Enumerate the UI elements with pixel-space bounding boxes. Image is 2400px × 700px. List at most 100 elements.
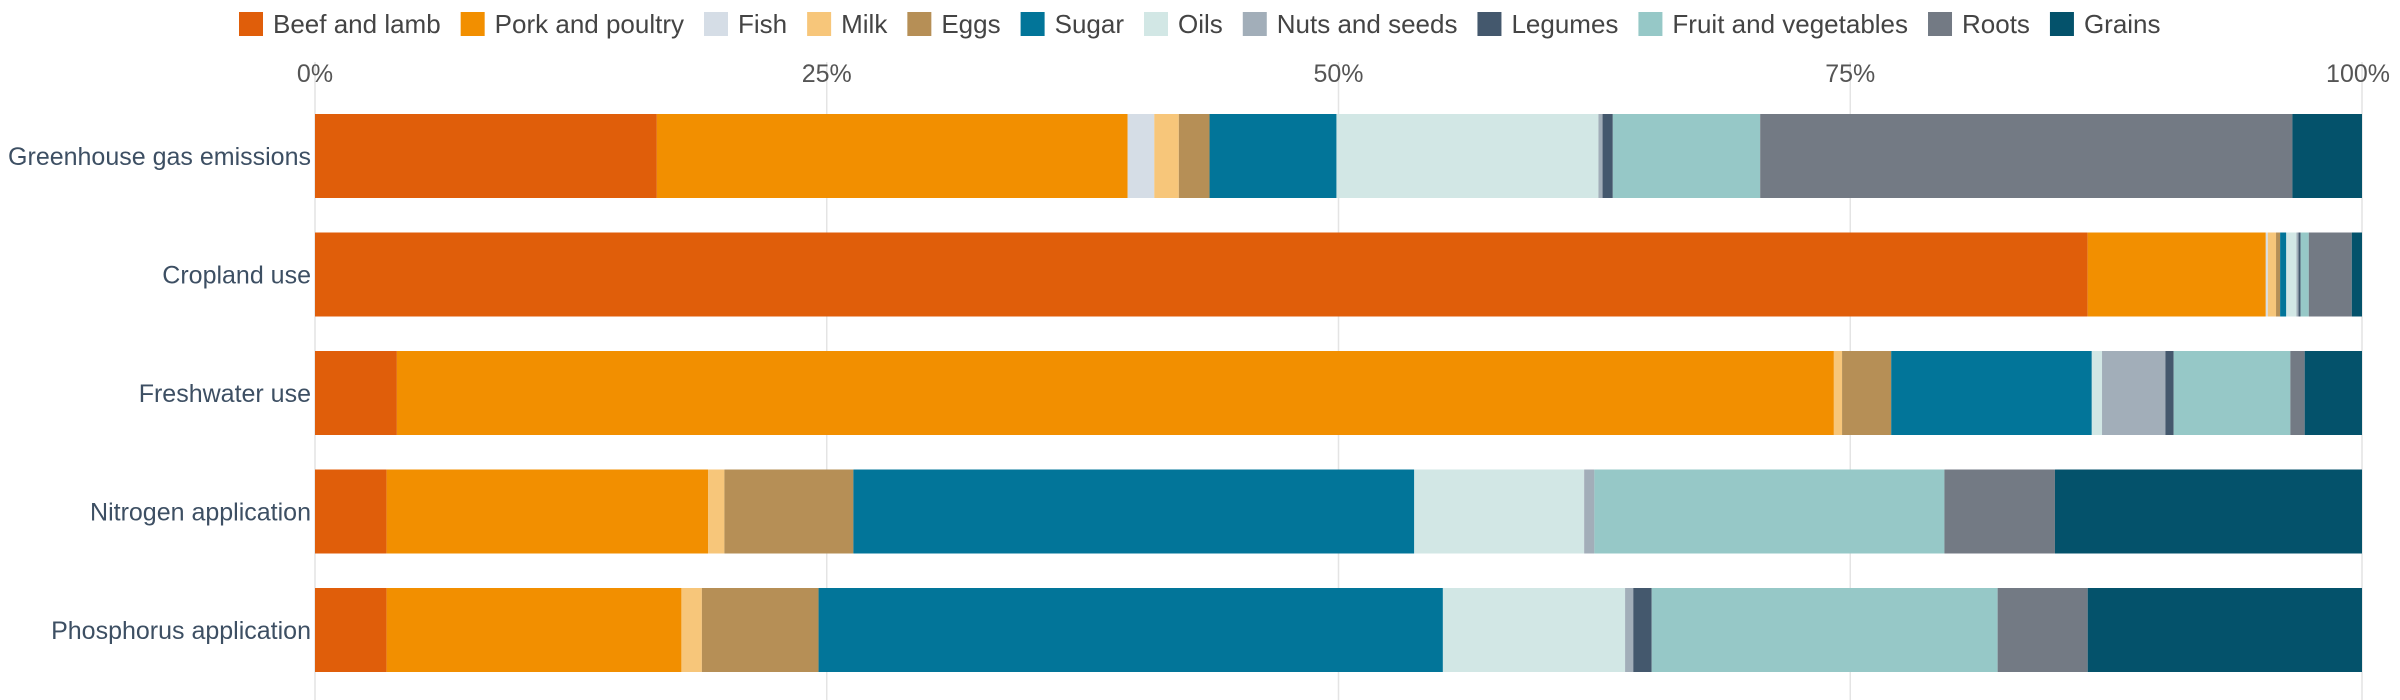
- x-tick-label-50: 50%: [1313, 60, 1363, 88]
- category-label-cropland-use: Cropland use: [162, 262, 311, 290]
- bar-segment-phosphorus-application-beef-and-lamb: [315, 588, 387, 672]
- legend-swatch-milk: [807, 12, 832, 36]
- legend-swatch-eggs: [907, 12, 932, 36]
- bar-segment-phosphorus-application-eggs: [701, 588, 819, 672]
- bar-segment-greenhouse-gas-emissions-fruit-and-vegetables: [1612, 114, 1761, 198]
- bar-segment-cropland-use-roots: [2308, 232, 2352, 317]
- legend-swatch-fish: [704, 12, 728, 36]
- category-label-greenhouse-gas-emissions: Greenhouse gas emissions: [8, 143, 311, 171]
- bar-segment-greenhouse-gas-emissions-beef-and-lamb: [315, 114, 657, 198]
- bar-segment-phosphorus-application-milk: [681, 588, 702, 672]
- bar-segment-greenhouse-gas-emissions-roots: [1760, 114, 2293, 198]
- bar-segment-cropland-use-beef-and-lamb: [315, 232, 2088, 317]
- bar-segment-nitrogen-application-roots: [1944, 469, 2055, 554]
- bar-segment-greenhouse-gas-emissions-nuts-and-seeds: [1598, 114, 1603, 198]
- bar-segment-nitrogen-application-milk: [708, 469, 725, 554]
- bar-segment-cropland-use-oils: [2286, 232, 2297, 317]
- legend-swatch-pork-and-poultry: [460, 12, 485, 36]
- bar-segment-phosphorus-application-oils: [1442, 588, 1626, 672]
- legend-swatch-sugar: [1020, 12, 1045, 36]
- bar-segment-phosphorus-application-fruit-and-vegetables: [1651, 588, 1998, 672]
- bar-segment-freshwater-use-legumes: [2165, 351, 2174, 435]
- bar-segment-freshwater-use-fruit-and-vegetables: [2173, 351, 2291, 435]
- legend-item-grains: Grains: [2049, 9, 2161, 39]
- legend-label-eggs: Eggs: [941, 9, 1000, 39]
- bar-segment-greenhouse-gas-emissions-grains: [2292, 114, 2362, 198]
- bar-segment-phosphorus-application-grains: [2087, 588, 2362, 672]
- legend-label-fruit-and-vegetables: Fruit and vegetables: [1672, 9, 1908, 39]
- legend-swatch-roots: [1928, 12, 1953, 36]
- x-tick-label-75: 75%: [1825, 60, 1875, 88]
- legend-item-oils: Oils: [1144, 9, 1223, 39]
- bar-segment-nitrogen-application-fruit-and-vegetables: [1594, 469, 1945, 554]
- bar-segment-nitrogen-application-beef-and-lamb: [315, 469, 387, 554]
- bar-segment-nitrogen-application-grains: [2054, 469, 2362, 554]
- bar-segment-greenhouse-gas-emissions-legumes: [1602, 114, 1613, 198]
- bar-segment-greenhouse-gas-emissions-milk: [1154, 114, 1179, 198]
- x-axis-ticks: 0% 25% 50% 75% 100%: [297, 60, 2390, 88]
- bar-segment-freshwater-use-milk: [1833, 351, 1843, 435]
- bar-segment-cropland-use-sugar: [2280, 232, 2287, 317]
- legend-item-legumes: Legumes: [1477, 9, 1618, 39]
- bar-segment-cropland-use-fish: [2265, 232, 2268, 317]
- bar-segment-phosphorus-application-legumes: [1633, 588, 1652, 672]
- bar-segment-freshwater-use-eggs: [1842, 351, 1892, 435]
- legend-label-fish: Fish: [738, 9, 787, 39]
- bar-group-freshwater-use: [315, 351, 2362, 435]
- category-label-freshwater-use: Freshwater use: [139, 380, 311, 408]
- bar-segment-nitrogen-application-oils: [1414, 469, 1585, 554]
- legend-swatch-nuts-and-seeds: [1242, 12, 1267, 36]
- legend-swatch-fruit-and-vegetables: [1638, 12, 1663, 36]
- bar-segment-phosphorus-application-sugar: [818, 588, 1443, 672]
- bar-segment-greenhouse-gas-emissions-eggs: [1178, 114, 1210, 198]
- bar-segment-nitrogen-application-nuts-and-seeds: [1584, 469, 1595, 554]
- bar-segment-nitrogen-application-eggs: [724, 469, 854, 554]
- legend-swatch-legumes: [1477, 12, 1502, 36]
- x-tick-label-100: 100%: [2326, 60, 2390, 88]
- bar-segment-freshwater-use-nuts-and-seeds: [2102, 351, 2166, 435]
- legend-swatch-beef-and-lamb: [239, 12, 263, 36]
- bar-segment-freshwater-use-sugar: [1891, 351, 2092, 435]
- bar-segment-phosphorus-application-roots: [1997, 588, 2088, 672]
- legend-item-beef-and-lamb: Beef and lamb: [239, 9, 441, 39]
- bar-segment-greenhouse-gas-emissions-pork-and-poultry: [656, 114, 1128, 198]
- bar-segment-greenhouse-gas-emissions-fish: [1127, 114, 1155, 198]
- bar-segment-cropland-use-milk: [2267, 232, 2277, 317]
- category-label-nitrogen-application: Nitrogen application: [90, 499, 311, 527]
- bar-segment-phosphorus-application-pork-and-poultry: [386, 588, 682, 672]
- legend-label-nuts-and-seeds: Nuts and seeds: [1277, 9, 1458, 39]
- bar-segment-freshwater-use-roots: [2290, 351, 2305, 435]
- bar-group-phosphorus-application: [315, 588, 2362, 672]
- bar-segment-freshwater-use-grains: [2304, 351, 2362, 435]
- category-labels: Greenhouse gas emissions Cropland use Fres…: [8, 143, 311, 645]
- legend-item-sugar: Sugar: [1020, 9, 1125, 39]
- bar-group-greenhouse-gas-emissions: [315, 114, 2362, 198]
- bar-segment-nitrogen-application-pork-and-poultry: [386, 469, 709, 554]
- legend-item-fruit-and-vegetables: Fruit and vegetables: [1638, 9, 1908, 39]
- bar-segment-cropland-use-nuts-and-seeds: [2296, 232, 2299, 317]
- legend-item-roots: Roots: [1928, 9, 2030, 39]
- legend-label-grains: Grains: [2084, 9, 2161, 39]
- legend-item-milk: Milk: [807, 9, 888, 39]
- bar-segment-cropland-use-eggs: [2276, 232, 2281, 317]
- bar-segment-cropland-use-grains: [2351, 232, 2362, 317]
- legend-label-sugar: Sugar: [1055, 9, 1125, 39]
- legend-label-roots: Roots: [1962, 9, 2030, 39]
- category-label-phosphorus-application: Phosphorus application: [51, 617, 311, 645]
- bar-group-nitrogen-application: [315, 469, 2362, 554]
- bar-segment-nitrogen-application-sugar: [853, 469, 1415, 554]
- bar-segment-greenhouse-gas-emissions-oils: [1336, 114, 1599, 198]
- bar-segment-freshwater-use-oils: [2091, 351, 2103, 435]
- legend-item-fish: Fish: [704, 9, 787, 39]
- bar-segment-greenhouse-gas-emissions-sugar: [1209, 114, 1337, 198]
- legend-item-nuts-and-seeds: Nuts and seeds: [1242, 9, 1458, 39]
- legend-swatch-grains: [2049, 12, 2074, 36]
- legend-label-pork-and-poultry: Pork and poultry: [495, 9, 684, 39]
- bar-group-cropland-use: [315, 232, 2362, 317]
- legend-item-pork-and-poultry: Pork and poultry: [460, 9, 684, 39]
- bar-segment-freshwater-use-beef-and-lamb: [315, 351, 397, 435]
- legend: Beef and lamb Pork and poultry Fish Milk Egg…: [239, 9, 2161, 39]
- legend-label-milk: Milk: [841, 9, 888, 39]
